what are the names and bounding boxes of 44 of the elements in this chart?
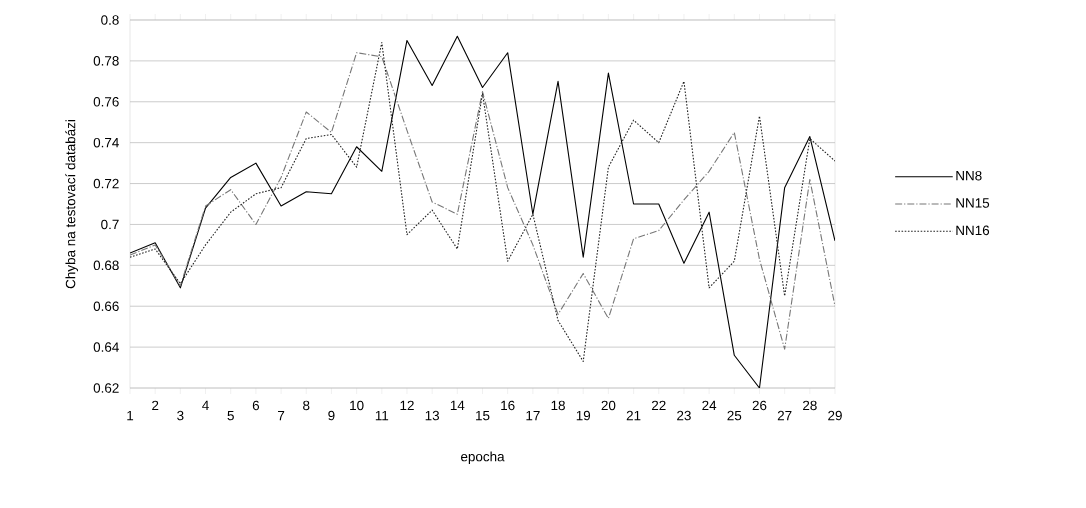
x-tick-label: 29 (828, 410, 842, 421)
y-tick-label: 0.8 (101, 15, 119, 25)
y-tick-label: 0.72 (93, 178, 119, 189)
x-tick-label: 11 (375, 410, 389, 421)
x-tick-label: 15 (476, 410, 490, 421)
legend-label: NN15 (956, 198, 990, 208)
legend-label: NN8 (956, 170, 982, 181)
x-tick-label: 4 (202, 400, 209, 410)
x-tick-label: 24 (702, 400, 717, 411)
y-tick-label: 0.66 (93, 301, 119, 311)
x-tick-label: 18 (551, 400, 565, 411)
x-tick-label: 3 (177, 410, 184, 421)
x-tick-label: 13 (425, 410, 440, 421)
y-tick-label: 0.7 (101, 219, 119, 230)
x-tick-label: 10 (350, 400, 364, 411)
y-tick-label: 0.74 (93, 137, 119, 148)
x-tick-label: 20 (601, 400, 616, 411)
x-tick-label: 26 (752, 400, 767, 411)
x-tick-label: 27 (777, 410, 792, 421)
x-tick-label: 17 (526, 410, 540, 421)
x-tick-label: 22 (651, 400, 666, 411)
x-tick-label: 28 (803, 400, 817, 411)
x-tick-label: 9 (328, 410, 335, 421)
y-axis-title: Chyba na testovací databázi (65, 120, 78, 289)
x-tick-label: 25 (727, 410, 742, 421)
y-tick-label: 0.76 (93, 97, 119, 107)
x-tick-label: 7 (278, 410, 285, 421)
y-tick-label: 0.68 (93, 260, 119, 271)
legend-label: NN16 (956, 225, 990, 236)
y-tick-label: 0.62 (93, 383, 119, 393)
x-tick-label: 6 (252, 400, 260, 411)
x-tick-label: 12 (400, 400, 414, 411)
y-tick-label: 0.64 (93, 342, 119, 352)
x-tick-label: 2 (152, 400, 159, 411)
x-tick-label: 14 (450, 400, 465, 410)
x-axis-title: epocha (461, 451, 505, 465)
x-tick-label: 16 (501, 400, 515, 411)
y-tick-label: 0.78 (93, 56, 119, 66)
x-tick-label: 1 (127, 410, 134, 421)
x-tick-label: 19 (576, 410, 591, 421)
x-tick-label: 23 (677, 410, 691, 421)
x-tick-label: 8 (303, 400, 310, 411)
x-tick-label: 5 (227, 410, 234, 421)
x-tick-label: 21 (626, 410, 641, 421)
